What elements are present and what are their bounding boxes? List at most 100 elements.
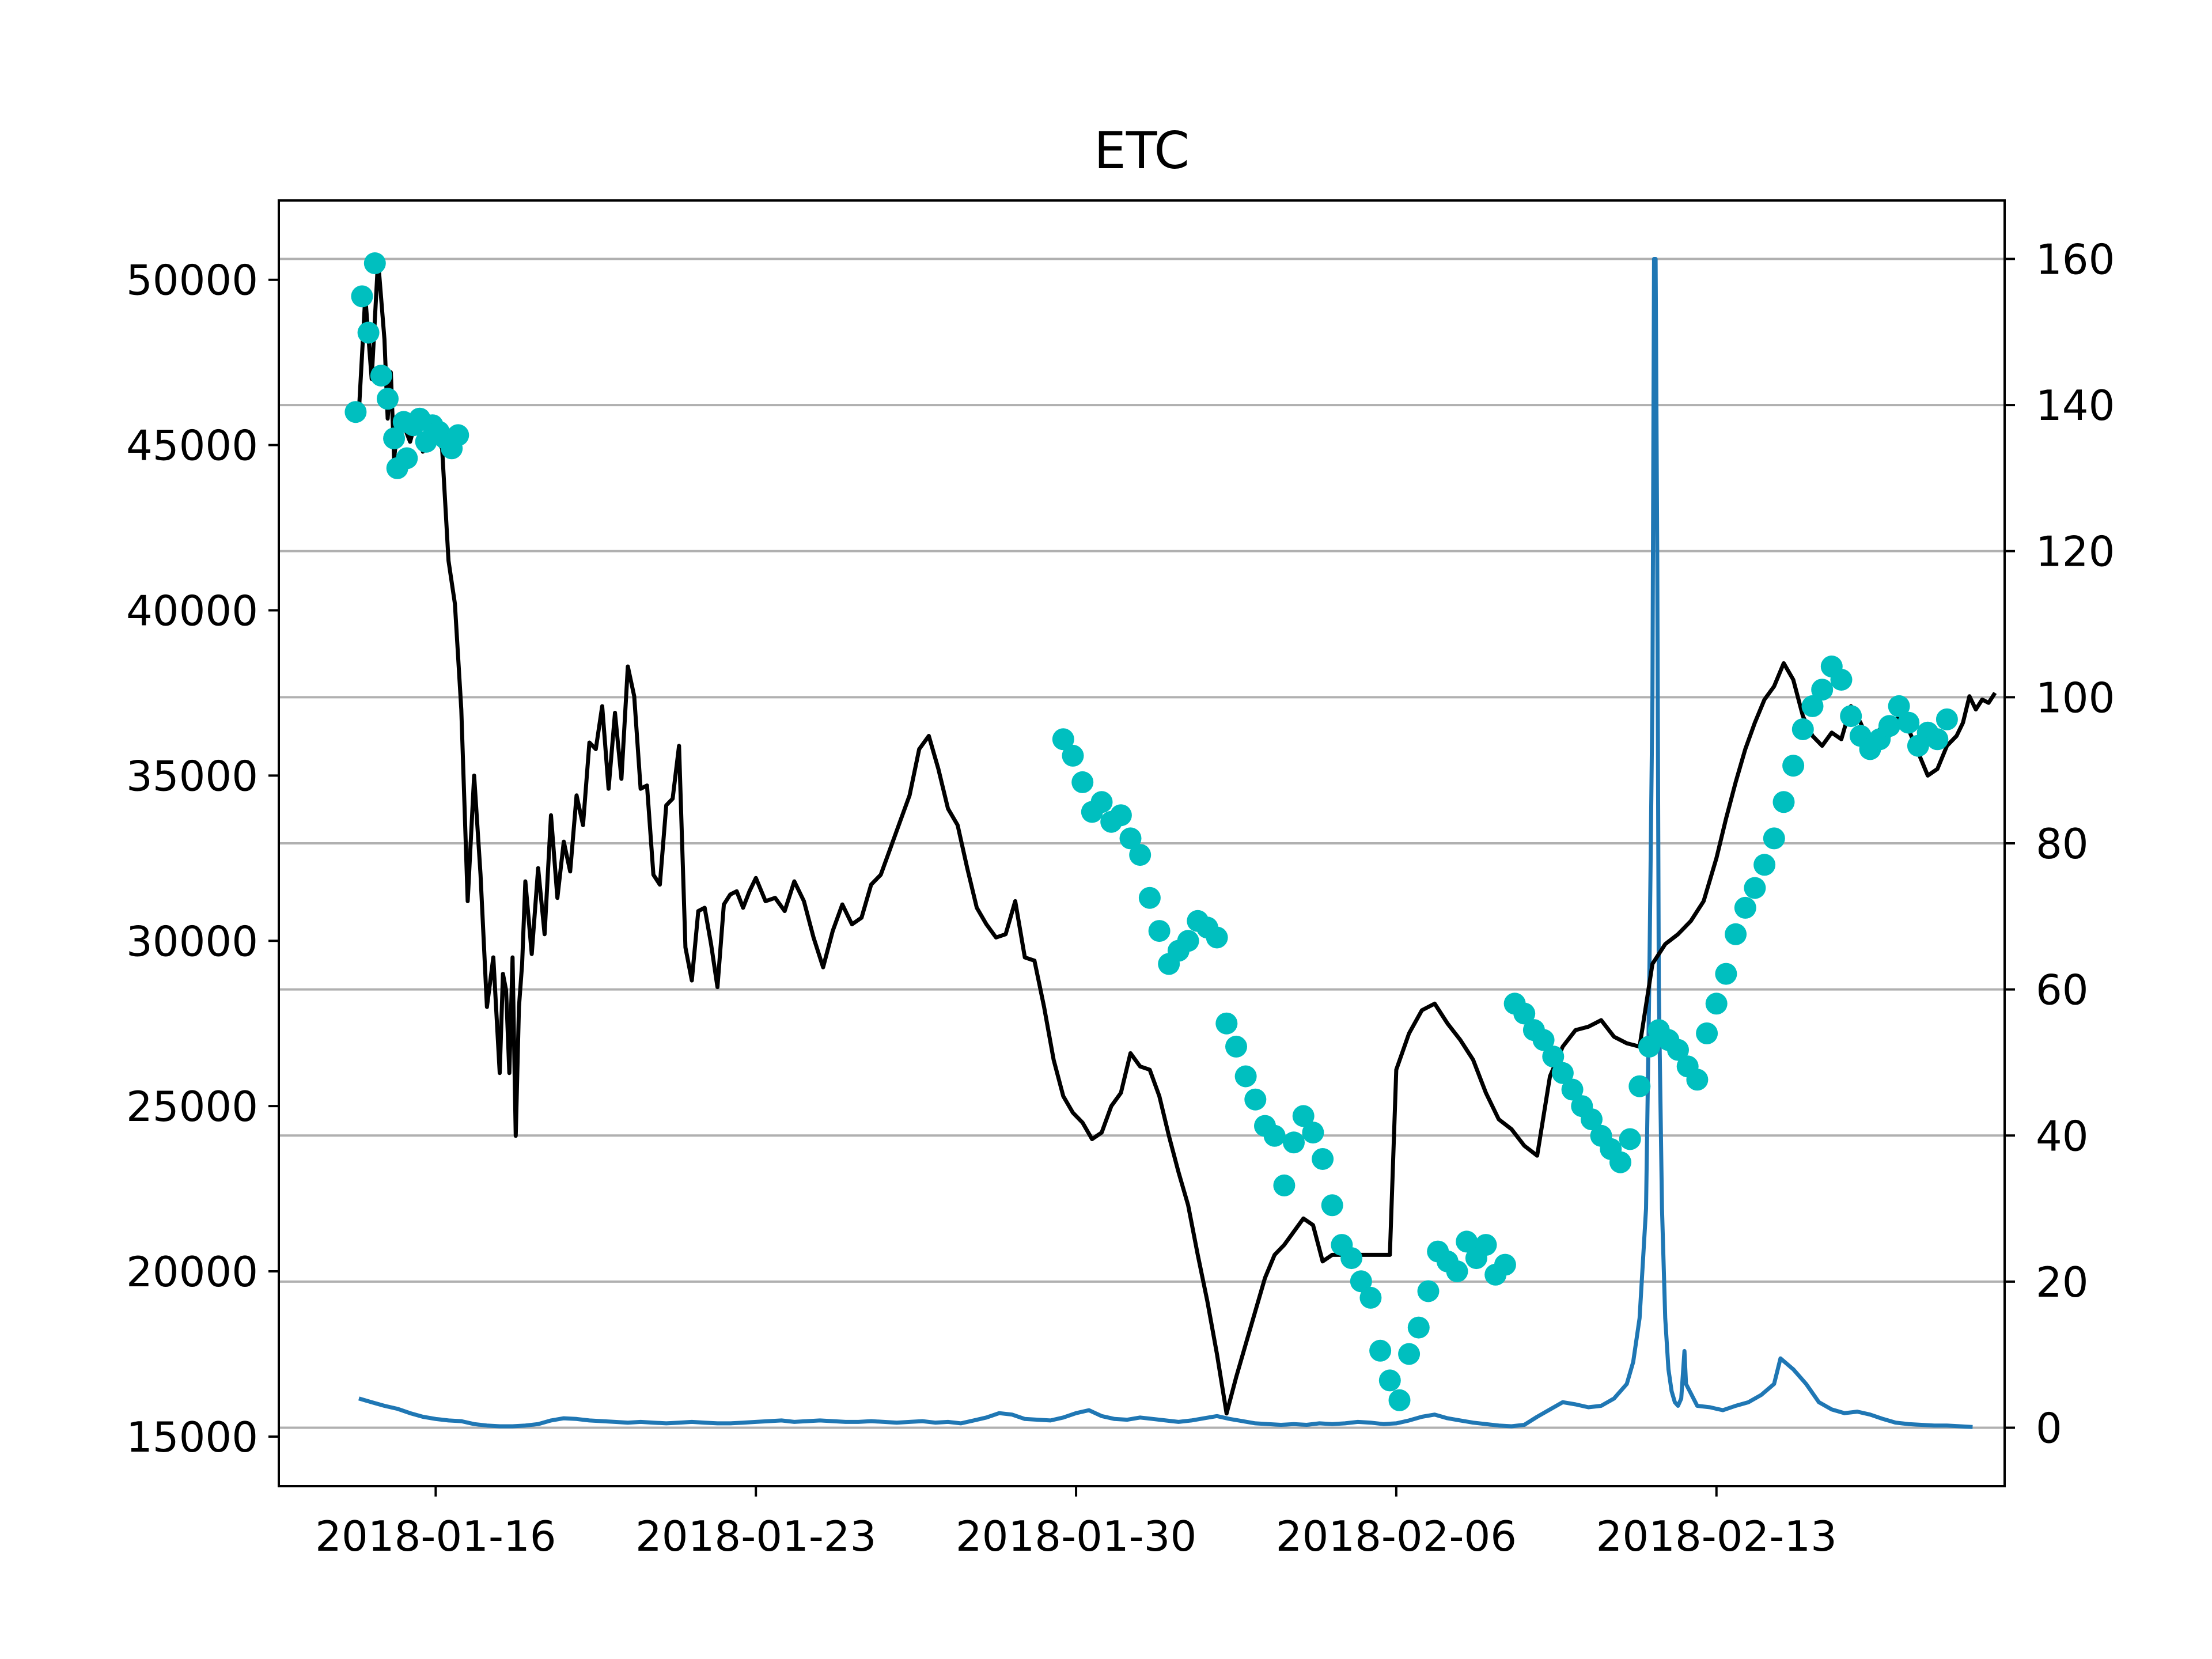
signal-marker bbox=[1532, 1029, 1555, 1051]
signal-marker bbox=[357, 321, 380, 344]
price-line bbox=[357, 257, 1997, 1416]
signal-marker bbox=[1475, 1234, 1497, 1256]
signal-marker bbox=[344, 401, 367, 423]
signal-marker bbox=[1763, 827, 1785, 850]
signal-marker bbox=[1801, 695, 1824, 717]
signal-marker bbox=[1148, 920, 1171, 942]
signal-marker bbox=[1446, 1260, 1468, 1282]
signal-marker bbox=[1494, 1253, 1516, 1276]
signal-marker bbox=[1753, 854, 1776, 876]
signal-marker bbox=[1244, 1088, 1267, 1111]
left-y-tick-label: 30000 bbox=[126, 917, 258, 965]
signal-marker bbox=[1302, 1122, 1324, 1144]
x-tick-label: 2018-02-13 bbox=[1596, 1512, 1837, 1560]
signal-marker bbox=[1888, 695, 1910, 717]
signal-marker bbox=[1052, 728, 1074, 751]
signal-marker bbox=[1791, 718, 1814, 740]
signal-marker bbox=[1340, 1247, 1363, 1270]
signal-marker bbox=[377, 388, 399, 410]
signal-marker bbox=[1292, 1105, 1315, 1127]
price-series bbox=[357, 257, 1997, 1416]
signal-marker bbox=[1936, 708, 1958, 730]
signal-marker bbox=[351, 285, 373, 308]
signal-marker bbox=[1321, 1194, 1343, 1217]
right-y-tick-label: 0 bbox=[2036, 1404, 2062, 1453]
right-y-tick-label: 80 bbox=[2036, 820, 2089, 868]
signal-marker bbox=[1686, 1069, 1709, 1091]
right-y-tick-label: 100 bbox=[2036, 673, 2115, 722]
signal-marker bbox=[1263, 1124, 1286, 1147]
signal-marker bbox=[370, 365, 392, 387]
signal-marker bbox=[363, 252, 386, 274]
signal-marker bbox=[1744, 877, 1766, 899]
signal-marker bbox=[447, 424, 469, 446]
signal-marker bbox=[1273, 1174, 1296, 1196]
signal-marker bbox=[1542, 1046, 1565, 1068]
signal-marker bbox=[1071, 771, 1094, 793]
right-y-tick-label: 120 bbox=[2036, 528, 2115, 576]
signal-marker bbox=[1715, 963, 1737, 985]
signal-marker bbox=[1090, 791, 1113, 813]
left-y-tick-label: 15000 bbox=[126, 1413, 258, 1461]
left-y-tick-label: 35000 bbox=[126, 752, 258, 800]
signal-marker bbox=[1109, 804, 1132, 827]
signal-marker bbox=[1609, 1151, 1631, 1173]
signal-markers bbox=[344, 252, 1958, 1411]
signal-marker bbox=[1312, 1148, 1334, 1170]
signal-marker bbox=[1878, 715, 1900, 737]
signal-marker bbox=[1456, 1230, 1478, 1253]
signal-marker bbox=[1667, 1039, 1689, 1061]
signal-marker bbox=[396, 447, 418, 469]
right-y-tick-label: 20 bbox=[2036, 1258, 2089, 1306]
signal-marker bbox=[1417, 1280, 1440, 1302]
signal-marker bbox=[1206, 926, 1228, 949]
signal-marker bbox=[1388, 1389, 1411, 1411]
signal-marker bbox=[1638, 1035, 1660, 1058]
signal-marker bbox=[1138, 887, 1161, 909]
x-tick-label: 2018-01-23 bbox=[635, 1512, 876, 1560]
signal-marker bbox=[1696, 1022, 1718, 1044]
signal-marker bbox=[1225, 1035, 1247, 1058]
right-y-tick-label: 60 bbox=[2036, 966, 2089, 1014]
left-y-tick-label: 40000 bbox=[126, 586, 258, 635]
indicator-series bbox=[358, 257, 1973, 1429]
x-tick-label: 2018-01-30 bbox=[956, 1512, 1196, 1560]
signal-marker bbox=[1840, 705, 1862, 728]
signal-marker bbox=[1378, 1369, 1401, 1392]
signal-marker bbox=[1513, 1002, 1536, 1025]
signal-marker bbox=[1359, 1286, 1382, 1309]
signal-marker bbox=[1619, 1128, 1641, 1150]
x-tick-label: 2018-02-06 bbox=[1276, 1512, 1517, 1560]
indicator-line bbox=[358, 257, 1973, 1429]
signal-marker bbox=[1772, 791, 1795, 813]
signal-marker bbox=[1177, 930, 1199, 952]
signal-marker bbox=[1581, 1108, 1603, 1131]
left-y-tick-label: 50000 bbox=[126, 256, 258, 305]
right-y-tick-label: 140 bbox=[2036, 381, 2115, 430]
signal-marker bbox=[1561, 1078, 1584, 1101]
left-y-tick-label: 45000 bbox=[126, 422, 258, 470]
x-tick-label: 2018-01-16 bbox=[315, 1512, 556, 1560]
signal-marker bbox=[1734, 896, 1756, 919]
signal-marker bbox=[383, 427, 406, 450]
chart-title: ETC bbox=[1094, 121, 1190, 180]
signal-marker bbox=[1119, 827, 1142, 850]
signal-marker bbox=[1725, 923, 1747, 945]
signal-marker bbox=[1369, 1339, 1392, 1362]
signal-marker bbox=[1129, 844, 1152, 866]
signal-marker bbox=[1234, 1065, 1257, 1088]
right-y-tick-label: 160 bbox=[2036, 235, 2115, 283]
signal-marker bbox=[1215, 1012, 1238, 1035]
signal-marker bbox=[1062, 744, 1084, 767]
left-y-tick-label: 20000 bbox=[126, 1248, 258, 1296]
signal-marker bbox=[1628, 1075, 1651, 1097]
signal-marker bbox=[1897, 711, 1920, 734]
right-y-tick-label: 40 bbox=[2036, 1112, 2089, 1160]
signal-marker bbox=[1283, 1131, 1305, 1154]
signal-marker bbox=[1926, 728, 1949, 751]
signal-marker bbox=[1811, 679, 1834, 701]
signal-marker bbox=[1830, 669, 1853, 691]
signal-marker bbox=[1398, 1343, 1421, 1365]
signal-marker bbox=[1705, 993, 1728, 1015]
